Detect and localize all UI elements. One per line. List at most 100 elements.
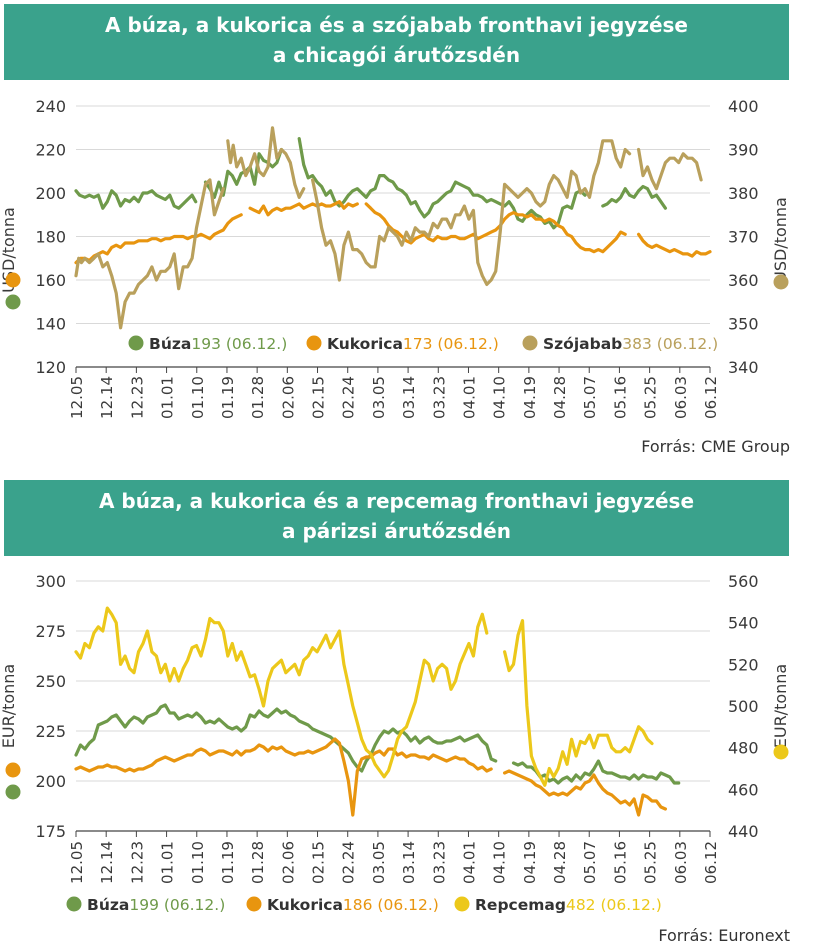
y-axis-title-right: EUR/tonna <box>771 664 790 748</box>
series-line-repcemag <box>74 606 489 779</box>
chart1-source: Forrás: CME Group <box>641 437 790 456</box>
y-tick-label-right: 400 <box>728 97 759 116</box>
series-line-kukorica <box>364 202 627 254</box>
chart2-title-banner: A búza, a kukorica és a repcemag frontha… <box>4 480 789 556</box>
x-tick-label: 03.05 <box>370 841 388 884</box>
y-tick-label-right: 360 <box>728 271 759 290</box>
y-tick-label-right: 350 <box>728 315 759 334</box>
chart2-title-line2: a párizsi árutőzsdén <box>282 519 511 543</box>
legend-series-value: 383 (06.12.) <box>622 335 718 353</box>
series-line-búza <box>74 703 498 773</box>
legend-entry: Kukorica186 (06.12.) <box>267 896 439 914</box>
x-tick-label: 05.25 <box>642 841 660 884</box>
x-tick-label: 02.06 <box>279 376 297 419</box>
legend-marker <box>128 335 144 351</box>
legend-entry: Kukorica173 (06.12.) <box>327 335 499 353</box>
series-line-repcemag <box>503 618 654 787</box>
x-tick-label: 02.15 <box>310 376 328 419</box>
legend-series-name: Kukorica <box>327 335 403 353</box>
x-tick-label: 01.01 <box>159 841 177 884</box>
legend-series-name: Repcemag <box>475 896 566 914</box>
legend-marker <box>522 335 538 351</box>
legend-series-name: Búza <box>87 896 129 914</box>
y-tick-label-left: 225 <box>35 722 66 741</box>
x-tick-label: 03.14 <box>400 841 418 884</box>
axis-series-dot <box>5 294 21 310</box>
paris-chart: 175 200 225 250 275 300 440 460 480 500 520 540 560 1… <box>0 572 790 914</box>
y-tick-label-left: 200 <box>35 772 66 791</box>
x-tick-label: 04.28 <box>551 841 569 884</box>
x-tick-label: 04.19 <box>521 841 539 884</box>
legend-marker <box>66 896 82 912</box>
x-tick-label: 01.19 <box>219 841 237 884</box>
x-tick-label: 03.14 <box>400 376 418 419</box>
x-tick-label: 03.23 <box>430 841 448 884</box>
y-tick-label-right: 390 <box>728 141 759 160</box>
x-tick-label: 05.25 <box>642 376 660 419</box>
legend-series-value: 186 (06.12.) <box>343 896 439 914</box>
legend-entry: Szójabab383 (06.12.) <box>543 335 718 353</box>
chart1-title-line1: A búza, a kukorica és a szójabab frontha… <box>105 13 688 37</box>
x-tick-label: 05.16 <box>611 841 629 884</box>
x-tick-label: 04.28 <box>551 376 569 419</box>
x-tick-label: 01.01 <box>159 376 177 419</box>
y-tick-label-right: 560 <box>728 572 759 591</box>
y-tick-label-left: 240 <box>35 97 66 116</box>
x-tick-label: 01.28 <box>249 376 267 419</box>
y-tick-label-right: 440 <box>728 822 759 841</box>
legend-entry: Repcemag482 (06.12.) <box>475 896 662 914</box>
x-tick-label: 05.16 <box>611 376 629 419</box>
axis-series-dot <box>5 784 21 800</box>
legend-series-value: 173 (06.12.) <box>403 335 499 353</box>
x-tick-label: 12.14 <box>98 841 116 884</box>
legend-series-name: Kukorica <box>267 896 343 914</box>
x-tick-label: 05.07 <box>581 376 599 419</box>
y-tick-label-left: 175 <box>35 822 66 841</box>
y-axis-title-left: USD/tonna <box>0 207 18 293</box>
series-line-szójabab <box>74 178 225 330</box>
chart1-title-banner: A búza, a kukorica és a szójabab frontha… <box>4 4 789 80</box>
x-tick-label: 03.05 <box>370 376 388 419</box>
y-axis-title-left: EUR/tonna <box>0 664 18 748</box>
chart2-source: Forrás: Euronext <box>658 926 790 945</box>
legend-entry: Búza193 (06.12.) <box>149 335 287 353</box>
x-tick-label: 12.05 <box>68 841 86 884</box>
y-tick-label-left: 250 <box>35 672 66 691</box>
y-tick-label-right: 460 <box>728 780 759 799</box>
x-tick-label: 04.10 <box>491 376 509 419</box>
x-tick-label: 02.15 <box>310 841 328 884</box>
x-tick-label: 04.01 <box>460 376 478 419</box>
x-tick-label: 02.06 <box>279 841 297 884</box>
series-line-búza <box>74 189 198 210</box>
legend-series-value: 199 (06.12.) <box>129 896 225 914</box>
chicago-chart: 120 140 160 180 200 220 240 340 350 360 370 380 390 4… <box>0 97 790 419</box>
y-axis-title-right: USD/tonna <box>771 197 790 283</box>
series-line-kukorica <box>74 737 493 817</box>
legend-series-name: Szójabab <box>543 335 622 353</box>
x-tick-label: 03.23 <box>430 376 448 419</box>
legend-entry: Búza199 (06.12.) <box>87 896 225 914</box>
legend-series-name: Búza <box>149 335 191 353</box>
x-tick-label: 04.19 <box>521 376 539 419</box>
axis-series-dot <box>5 272 21 288</box>
x-tick-label: 12.23 <box>128 841 146 884</box>
y-tick-label-left: 200 <box>35 184 66 203</box>
x-tick-label: 06.03 <box>672 841 690 884</box>
x-tick-label: 12.05 <box>68 376 86 419</box>
legend-marker <box>246 896 262 912</box>
y-tick-label-right: 500 <box>728 697 759 716</box>
x-tick-label: 06.12 <box>702 841 720 884</box>
x-tick-label: 06.12 <box>702 376 720 419</box>
y-tick-label-right: 370 <box>728 228 759 247</box>
x-tick-label: 05.07 <box>581 841 599 884</box>
series-line-búza <box>601 184 668 210</box>
axis-series-dot <box>5 762 21 778</box>
y-tick-label-left: 140 <box>35 315 66 334</box>
series-line-kukorica <box>248 200 359 217</box>
y-tick-label-left: 160 <box>35 271 66 290</box>
series-line-szójabab <box>636 147 703 191</box>
y-tick-label-right: 540 <box>728 614 759 633</box>
chart2-title-line1: A búza, a kukorica és a repcemag frontha… <box>98 489 695 513</box>
y-tick-label-left: 220 <box>35 141 66 160</box>
y-tick-label-left: 120 <box>35 358 66 377</box>
